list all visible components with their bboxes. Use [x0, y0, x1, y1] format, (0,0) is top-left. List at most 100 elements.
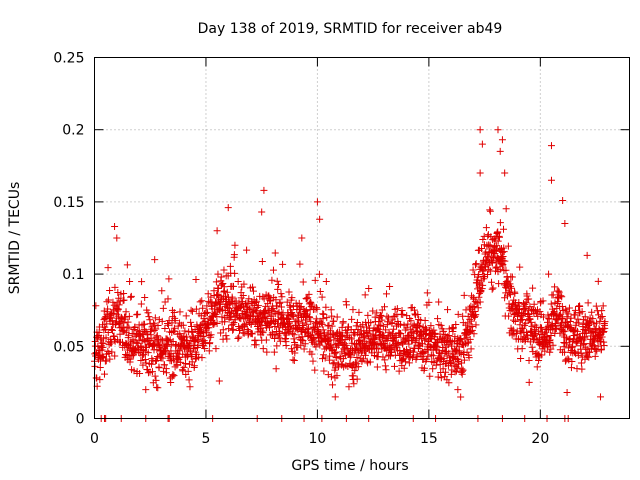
data-point	[103, 298, 111, 306]
data-point	[554, 316, 562, 324]
data-point	[472, 261, 480, 269]
data-point	[137, 300, 145, 308]
data-point	[345, 383, 353, 391]
data-point	[465, 354, 473, 362]
data-point	[454, 310, 462, 318]
data-point	[165, 275, 173, 283]
data-point	[137, 357, 145, 365]
data-point	[488, 259, 496, 267]
data-point	[201, 344, 209, 352]
data-point	[564, 322, 572, 330]
data-point	[188, 358, 196, 366]
data-point	[223, 335, 231, 343]
data-point	[382, 290, 390, 298]
data-point	[270, 348, 278, 356]
data-point	[247, 320, 255, 328]
data-point	[361, 333, 369, 341]
data-point	[318, 293, 326, 301]
data-points	[91, 126, 609, 422]
data-point	[240, 280, 248, 288]
data-point	[217, 273, 225, 281]
data-point	[578, 365, 586, 373]
data-point	[472, 311, 480, 319]
data-point	[106, 286, 114, 294]
data-point	[467, 345, 475, 353]
data-point	[181, 327, 189, 335]
data-point	[376, 311, 384, 319]
data-point	[219, 280, 227, 287]
data-point	[152, 357, 160, 365]
data-point	[125, 331, 133, 339]
data-point	[199, 333, 207, 341]
data-point	[594, 342, 602, 350]
data-point	[192, 276, 200, 284]
data-point	[275, 281, 283, 289]
data-point	[124, 318, 132, 326]
data-point	[494, 228, 502, 236]
data-point	[144, 369, 152, 377]
data-point	[571, 306, 579, 314]
data-point	[177, 358, 185, 366]
data-point	[500, 248, 508, 256]
data-point	[180, 332, 188, 340]
data-point	[474, 304, 482, 312]
data-point	[291, 349, 299, 357]
data-point	[551, 283, 559, 291]
y-axis-label: SRMTID / TECUs	[7, 182, 23, 295]
data-point	[196, 298, 204, 306]
data-point	[154, 321, 162, 329]
data-point	[338, 323, 346, 331]
data-point	[434, 339, 442, 347]
data-point	[496, 265, 504, 273]
data-point	[187, 306, 195, 314]
data-point	[511, 289, 519, 297]
data-point	[162, 369, 170, 377]
data-point	[426, 372, 434, 380]
data-point	[213, 319, 221, 327]
data-point	[160, 361, 168, 369]
data-point	[353, 354, 361, 362]
data-point	[107, 325, 115, 333]
data-point	[501, 294, 509, 302]
data-point	[583, 353, 591, 361]
data-point	[116, 330, 124, 338]
data-point	[599, 302, 607, 310]
data-point	[390, 362, 398, 370]
data-point	[466, 315, 474, 323]
data-point	[593, 347, 601, 355]
data-point	[327, 327, 335, 335]
data-point	[289, 356, 297, 364]
data-point	[190, 362, 198, 370]
data-point	[206, 339, 214, 347]
data-point	[591, 352, 599, 360]
data-point	[361, 351, 369, 359]
data-point	[144, 349, 152, 357]
data-point	[525, 295, 533, 303]
data-point	[601, 324, 609, 332]
data-point	[407, 317, 415, 325]
data-point	[224, 204, 232, 212]
data-point	[163, 335, 171, 343]
data-point	[500, 225, 508, 233]
data-point	[351, 367, 359, 375]
data-point	[443, 352, 451, 360]
data-point	[373, 363, 381, 371]
data-point	[359, 355, 367, 363]
data-point	[322, 278, 330, 286]
data-point	[304, 294, 312, 302]
data-point	[525, 378, 533, 386]
data-point	[398, 307, 406, 315]
data-point	[414, 311, 422, 319]
data-point	[342, 341, 350, 349]
data-point	[234, 335, 242, 343]
data-point	[473, 299, 481, 307]
data-point	[490, 253, 498, 261]
data-point	[305, 324, 313, 332]
data-point	[413, 351, 421, 359]
data-point	[402, 358, 410, 366]
data-point	[436, 360, 444, 368]
data-point	[234, 277, 242, 285]
data-point	[271, 331, 279, 339]
data-point	[522, 299, 530, 307]
